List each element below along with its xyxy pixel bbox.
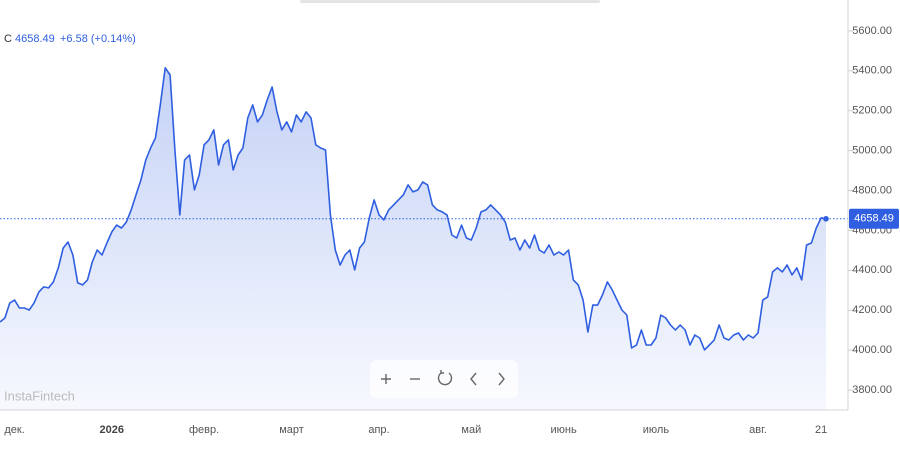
price-badge-label: 4658.49	[854, 213, 894, 225]
scroll-bar	[300, 0, 600, 3]
scroll-right-button[interactable]	[498, 372, 505, 386]
x-tick-label: май	[461, 424, 481, 436]
x-tick-label: 21	[815, 424, 827, 436]
scroll-left-button[interactable]	[470, 372, 477, 386]
last-point	[823, 215, 829, 222]
price-line	[0, 67, 827, 351]
x-tick-label: 2026	[100, 424, 124, 436]
watermark: InstaFintech	[4, 388, 75, 403]
x-tick-label: февр.	[189, 424, 219, 436]
y-tick-label: 4400.00	[852, 264, 892, 276]
area-fill	[0, 67, 826, 411]
x-tick-label: июль	[643, 424, 670, 436]
y-tick-label: 5600.00	[852, 25, 892, 37]
toolbar	[370, 360, 518, 398]
y-tick-label: 4800.00	[852, 184, 892, 196]
x-tick-label: дек.	[4, 424, 24, 436]
y-tick-label: 5400.00	[852, 65, 892, 77]
y-tick-label: 3800.00	[852, 384, 892, 396]
last-price: 4658.49	[15, 33, 55, 45]
price-badge	[849, 208, 899, 229]
price-change: +6.58 (+0.14%)	[60, 33, 136, 45]
plot-area	[0, 67, 848, 411]
reset-button[interactable]	[437, 370, 453, 386]
symbol: C	[4, 33, 12, 45]
zoom-in-button[interactable]	[381, 374, 391, 384]
y-tick-label: 5000.00	[852, 145, 892, 157]
x-tick-label: март	[279, 424, 304, 436]
y-tick-label: 4000.00	[852, 344, 892, 356]
y-tick-label: 4200.00	[852, 304, 892, 316]
x-tick-label: июнь	[551, 424, 577, 436]
toolbar-bg	[370, 360, 518, 398]
x-tick-label: авг.	[749, 424, 767, 436]
x-tick-label: апр.	[368, 424, 389, 436]
y-tick-label: 5200.00	[852, 105, 892, 117]
